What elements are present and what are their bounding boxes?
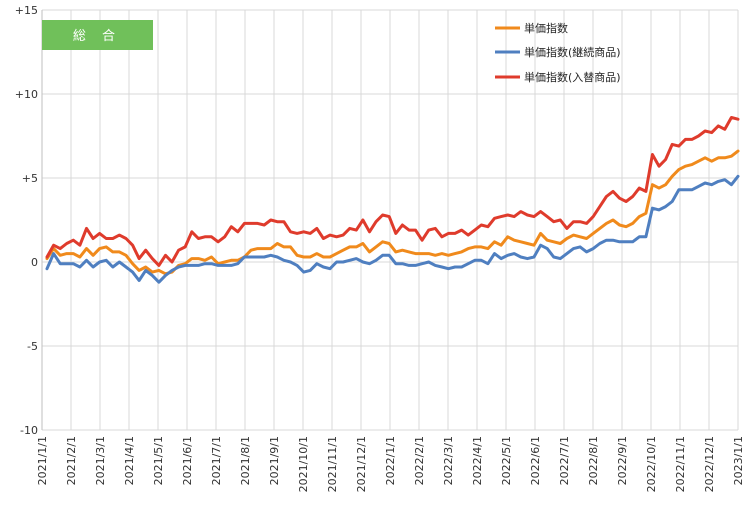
x-tick-label: 2021/3/1: [94, 436, 107, 485]
series-line-1: [45, 174, 740, 284]
y-tick-label: +5: [22, 172, 38, 185]
legend-label: 単価指数: [524, 21, 568, 35]
x-tick-label: 2021/9/1: [268, 436, 281, 485]
x-tick-label: 2022/9/1: [616, 436, 629, 485]
series-line-0: [45, 149, 740, 276]
y-tick-label: 0: [31, 256, 38, 269]
y-tick-labels: +15 +10 +5 0 -5 -10: [15, 4, 38, 437]
x-tick-label: 2022/11/1: [674, 436, 687, 492]
y-tick-label: +15: [15, 4, 38, 17]
x-tick-label: 2021/1/1: [36, 436, 49, 485]
series-line-2: [45, 116, 740, 267]
x-tick-label: 2022/5/1: [500, 436, 513, 485]
x-tick-label: 2022/6/1: [529, 436, 542, 485]
x-tick-label: 2021/6/1: [181, 436, 194, 485]
y-tick-label: +10: [15, 88, 38, 101]
x-tick-label: 2022/12/1: [703, 436, 716, 492]
x-tick-label: 2022/7/1: [558, 436, 571, 485]
legend-label: 単価指数(継続商品): [524, 45, 621, 59]
chart-title: 総 合: [73, 29, 121, 44]
x-tick-label: 2022/1/1: [384, 436, 397, 485]
x-tick-label: 2021/12/1: [355, 436, 368, 492]
x-tick-labels: 2021/1/1 2021/2/1 2021/3/1 2021/4/1 2021/5/1…: [36, 436, 742, 492]
x-tick-label: 2021/5/1: [152, 436, 165, 485]
title-background: [42, 20, 153, 50]
x-tick-label: 2022/4/1: [471, 436, 484, 485]
x-tick-label: 2022/8/1: [587, 436, 600, 485]
chart-title-box: 総 合: [42, 20, 153, 50]
x-tick-label: 2021/7/1: [210, 436, 223, 485]
series-layer: [45, 116, 740, 284]
x-tick-label: 2022/2/1: [413, 436, 426, 485]
x-tick-label: 2021/11/1: [326, 436, 339, 492]
y-tick-label: -10: [20, 424, 38, 437]
legend-label: 単価指数(入替商品): [524, 70, 621, 84]
x-tick-label: 2023/1/1: [732, 436, 742, 485]
x-tick-label: 2021/8/1: [239, 436, 252, 485]
x-tick-label: 2021/2/1: [65, 436, 78, 485]
x-tick-label: 2021/10/1: [297, 436, 310, 492]
y-tick-label: -5: [27, 340, 38, 353]
x-tick-label: 2021/4/1: [123, 436, 136, 485]
x-tick-label: 2022/3/1: [442, 436, 455, 485]
x-tick-label: 2022/10/1: [645, 436, 658, 492]
